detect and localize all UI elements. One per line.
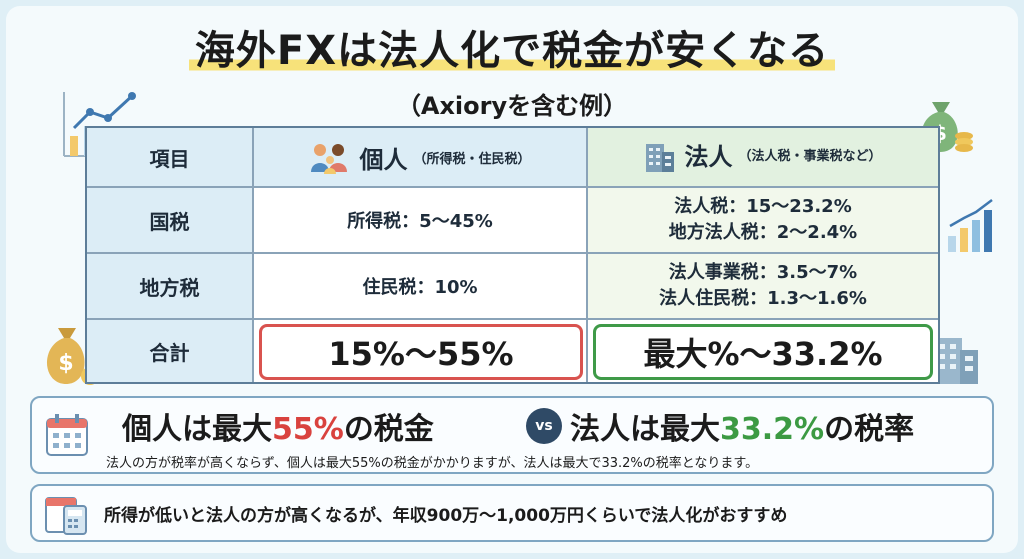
table-row: 地方税 住民税：10% 法人事業税：3.5〜7% 法人住民税：1.3〜1.6%: [87, 252, 938, 318]
corporate-values: 法人税：15〜23.2% 地方法人税：2〜2.4%: [588, 188, 938, 252]
row-label: 国税: [87, 188, 254, 252]
corporate-summary: 法人は最大33.2%の税率: [570, 412, 915, 447]
header-corporate: 法人 （法人税・事業税など）: [588, 128, 938, 186]
corporate-label: 法人: [684, 143, 733, 171]
page-subtitle: （Axioryを含む例）: [396, 92, 628, 120]
personal-max-rate: 55%: [272, 412, 344, 447]
corporate-value-line: 法人税：15〜23.2%: [674, 196, 852, 217]
family-icon: [311, 144, 348, 174]
advice-text: 所得が低いと法人の方が高くなるが、年収900万〜1,000万円くらいで法人化がお…: [104, 506, 788, 526]
row-label: 合計: [87, 320, 254, 382]
header-item: 項目: [87, 128, 254, 186]
personal-summary: 個人は最大55%の税金: [122, 412, 434, 447]
corporate-note: （法人税・事業税など）: [738, 149, 882, 164]
header-personal: 個人 （所得税・住民税）: [254, 128, 588, 186]
comparison-note: 法人の方が税率が高くならず、個人は最大55%の税金がかかりますが、法人は最大で3…: [106, 456, 759, 471]
bar-chart-icon: [948, 199, 993, 252]
calculator-icon: [45, 497, 87, 535]
advice-box: 所得が低いと法人の方が高くなるが、年収900万〜1,000万円くらいで法人化がお…: [30, 484, 994, 542]
svg-text:$: $: [58, 351, 73, 376]
corporate-values: 法人事業税：3.5〜7% 法人住民税：1.3〜1.6%: [588, 254, 938, 318]
office-building-icon: [646, 144, 675, 172]
personal-note: （所得税・住民税）: [413, 151, 531, 167]
personal-label: 個人: [359, 145, 408, 174]
corporate-value-line: 地方法人税：2〜2.4%: [668, 222, 858, 243]
page-title: 海外FXは法人化で税金が安くなる: [0, 18, 1024, 76]
tax-comparison-table: 項目 個人 （所得税・住民税） 法人 （法人税・事業税など） 国税 所得税：5〜…: [85, 126, 940, 384]
corporate-total: 最大%〜33.2%: [593, 324, 933, 380]
personal-total: 15%〜55%: [259, 324, 583, 380]
corporate-value-line: 法人事業税：3.5〜7%: [668, 262, 858, 283]
calendar-icon: [46, 414, 88, 456]
corporate-value-line: 法人住民税：1.3〜1.6%: [659, 288, 867, 309]
personal-value: 所得税：5〜45%: [254, 188, 588, 252]
table-row-total: 合計 15%〜55% 最大%〜33.2%: [87, 318, 938, 382]
money-bag-icon: $ $: [46, 328, 99, 385]
vs-badge: vs: [526, 408, 562, 444]
row-label: 地方税: [87, 254, 254, 318]
table-row: 国税 所得税：5〜45% 法人税：15〜23.2% 地方法人税：2〜2.4%: [87, 186, 938, 252]
corporate-max-rate: 33.2%: [720, 412, 825, 447]
personal-value: 住民税：10%: [254, 254, 588, 318]
table-header-row: 項目 個人 （所得税・住民税） 法人 （法人税・事業税など）: [87, 128, 938, 186]
comparison-box: 個人は最大55%の税金 vs 法人は最大33.2%の税率 法人の方が税率が高くな…: [30, 396, 994, 474]
